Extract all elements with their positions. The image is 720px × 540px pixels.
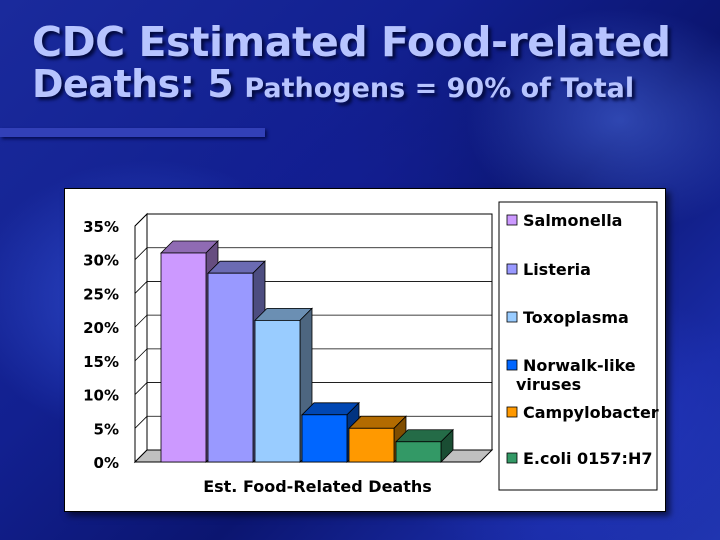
legend-label: viruses [516,375,581,394]
bar-listeria [207,260,266,463]
bar-campylobacter [348,415,407,463]
bar-e-coli-0157-h7 [395,428,454,463]
bar-front [395,441,442,463]
legend-label: E.coli 0157:H7 [523,449,652,468]
y-tick-label: 10% [83,387,119,405]
y-tick-label: 20% [83,319,119,337]
slide-title: CDC Estimated Food-related Deaths: 5 Pat… [32,20,671,105]
bar-front [348,427,395,463]
title-line-1: CDC Estimated Food-related [32,18,671,66]
y-tick-label: 5% [94,420,119,438]
chart-panel: 0% 5% 10% 15% 20% 25% 30% 35% Est. Food-Related … [64,188,666,512]
title-line-2-rest: Pathogens = 90% of Total [244,73,635,105]
gridline-side [134,247,148,260]
legend-box [498,201,658,491]
legend-label: Toxoplasma [523,308,629,327]
legend-swatch [506,263,518,275]
legend-swatch [506,452,518,464]
gridline-side [134,348,148,362]
gridline-side [134,416,148,429]
y-tick-label: 30% [83,252,119,270]
bar-front [207,272,254,463]
gridline-side [134,382,148,395]
x-axis-label: Est. Food-Related Deaths [203,477,432,496]
y-tick-label: 25% [83,285,119,303]
gridline-side [134,314,148,328]
legend-swatch [506,311,518,323]
legend-label: Campylobacter [523,403,659,422]
bar-chart: 0% 5% 10% 15% 20% 25% 30% 35% Est. Food-Related … [83,201,659,496]
y-tick-label: 35% [83,218,119,236]
legend-swatch [506,214,518,226]
gridline-side [134,213,148,227]
chart-side-wall [134,212,148,464]
legend-label: Listeria [523,260,591,279]
legend-swatch [506,359,518,371]
legend-label: Norwalk-like [523,356,636,375]
bar-toxoplasma [254,307,313,463]
bar-front [254,319,301,463]
title-underline [0,128,265,137]
title-line-2-lead: Deaths: 5 [32,62,234,107]
legend-label: Salmonella [523,211,622,230]
bar-front [160,252,207,463]
bar-front [301,414,348,463]
gridline-side [134,281,148,294]
y-tick-label: 15% [83,353,119,371]
legend-swatch [506,406,518,418]
y-tick-label: 0% [94,454,119,472]
